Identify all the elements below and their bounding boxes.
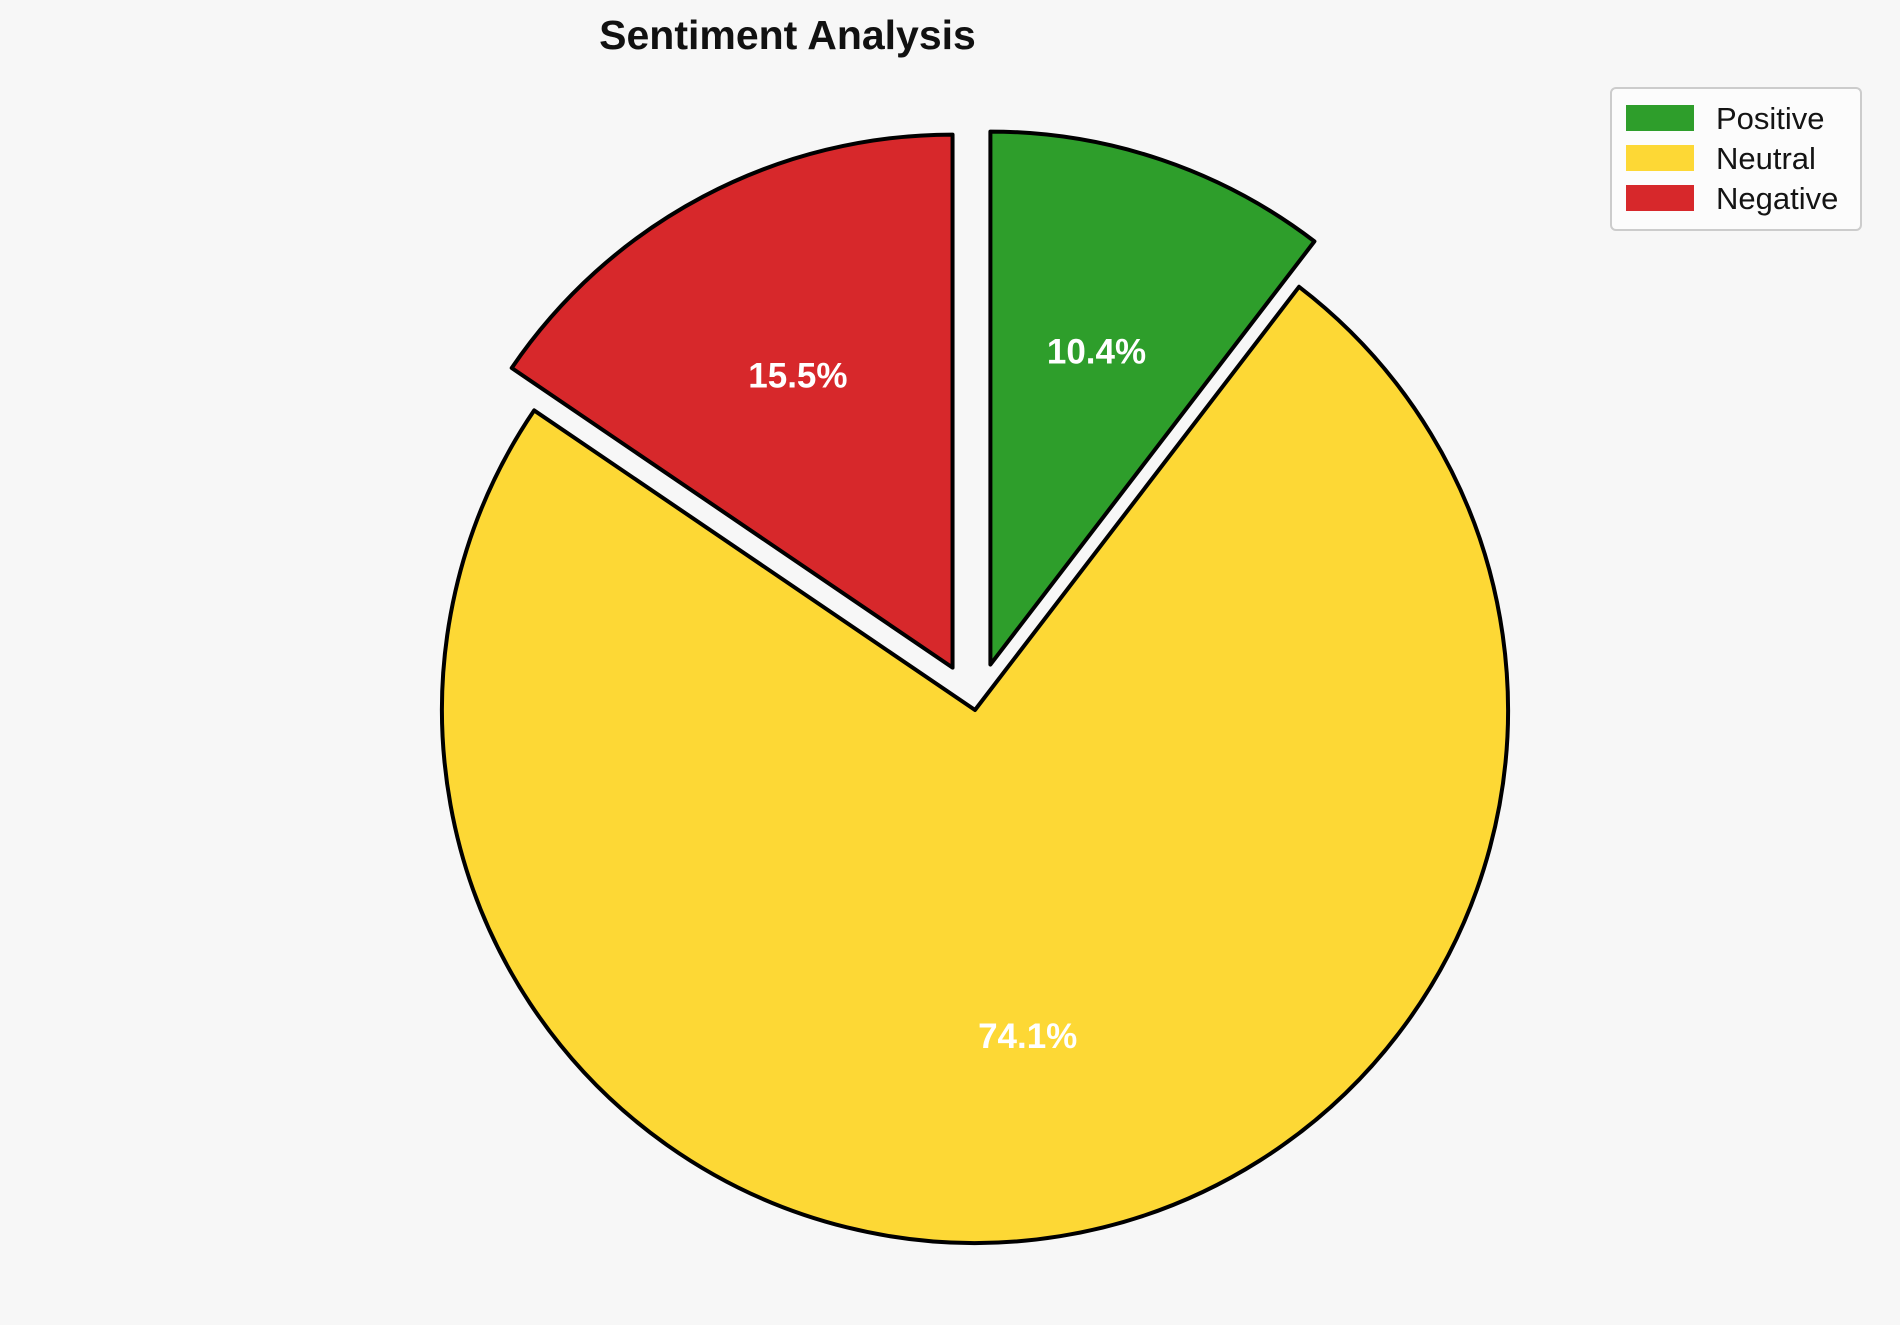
pie-slice-neutral[interactable]	[440, 284, 1510, 1245]
legend-item-positive[interactable]: Positive	[1626, 98, 1846, 138]
pie-slice-positive[interactable]	[988, 129, 1317, 667]
pie-slice-negative[interactable]	[509, 132, 955, 670]
legend-label-negative: Negative	[1716, 180, 1839, 216]
page-title: Sentiment Analysis	[599, 12, 976, 58]
legend: Positive Neutral Negative	[1610, 87, 1862, 231]
legend-swatch-positive	[1626, 105, 1694, 131]
legend-swatch-neutral	[1626, 145, 1694, 171]
legend-label-positive: Positive	[1716, 100, 1825, 136]
pie-slice-label-negative: 15.5%	[748, 357, 847, 396]
pie-slice-label-neutral: 74.1%	[978, 1017, 1077, 1056]
pie-slice-label-positive: 10.4%	[1047, 333, 1146, 372]
legend-item-negative[interactable]: Negative	[1626, 178, 1846, 218]
legend-swatch-negative	[1626, 185, 1694, 211]
legend-label-neutral: Neutral	[1716, 140, 1816, 176]
legend-item-neutral[interactable]: Neutral	[1626, 138, 1846, 178]
